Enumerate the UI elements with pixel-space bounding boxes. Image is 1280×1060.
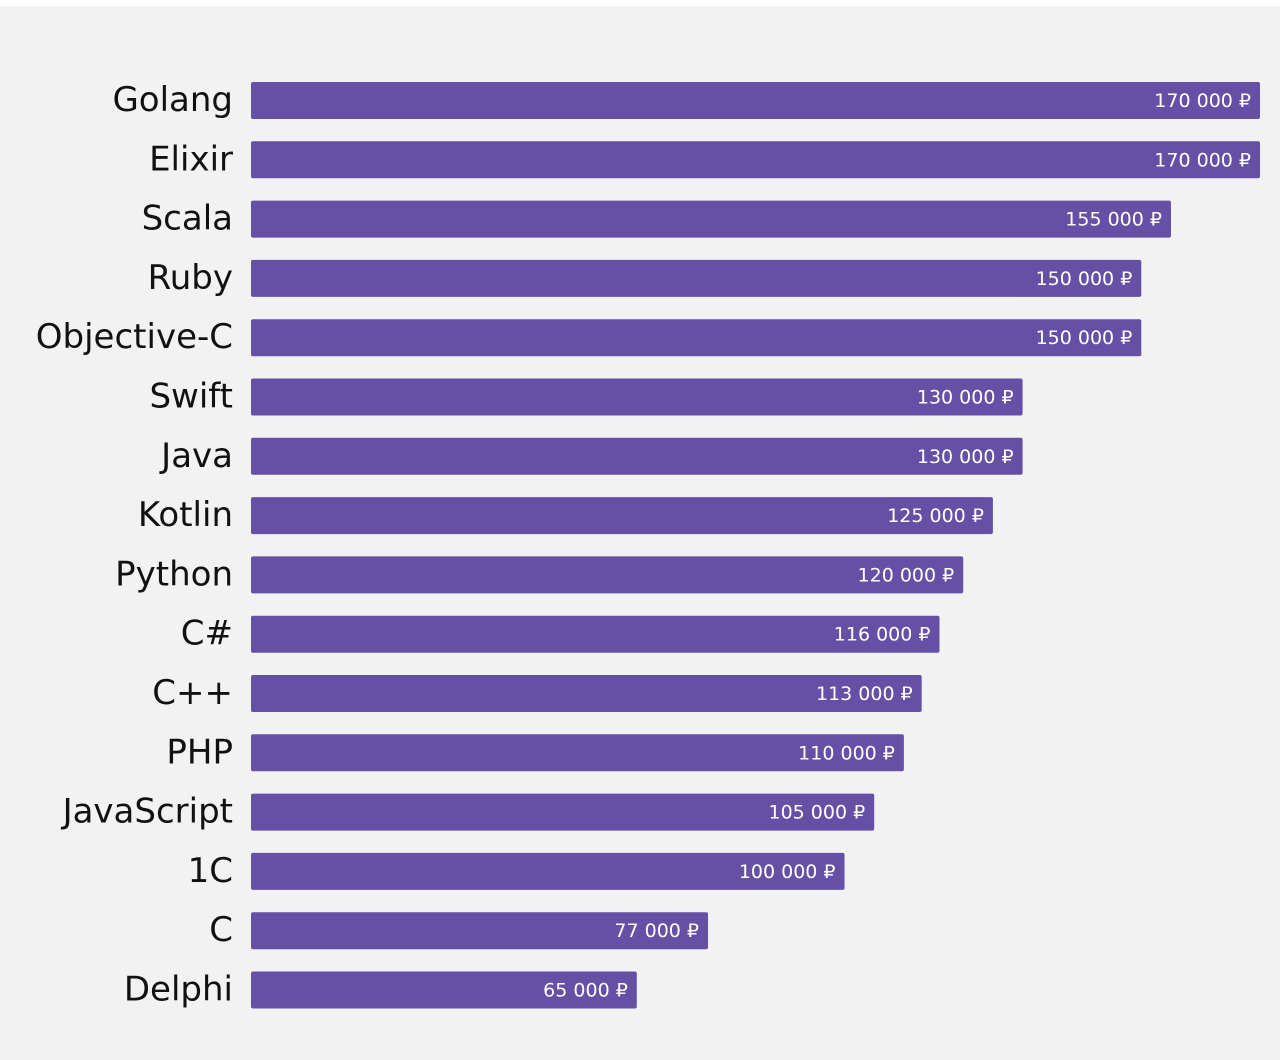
bar	[251, 82, 1260, 119]
bar	[251, 852, 845, 890]
category-label: C#	[181, 614, 233, 654]
chart-canvas: Golang 170 000 ₽ Elixir 170 000 ₽ Scala 155 0…	[0, 6, 1280, 1060]
bar	[251, 734, 904, 772]
data-label: 116 000 ₽	[834, 624, 931, 646]
bar	[251, 675, 922, 712]
bar	[251, 971, 637, 1009]
data-label: 125 000 ₽	[887, 505, 984, 527]
data-label: 65 000 ₽	[543, 980, 628, 1002]
data-label: 77 000 ₽	[614, 920, 699, 942]
category-label: Delphi	[124, 970, 233, 1010]
bar	[251, 793, 875, 831]
bar	[251, 497, 993, 535]
bar	[251, 378, 1023, 416]
category-label: Objective-C	[36, 317, 233, 357]
data-label: 155 000 ₽	[1065, 209, 1162, 231]
category-label: Scala	[142, 199, 233, 239]
bar	[251, 437, 1023, 475]
category-label: JavaScript	[61, 792, 233, 832]
data-label: 120 000 ₽	[858, 564, 955, 586]
bar	[251, 200, 1171, 238]
data-label: 105 000 ₽	[769, 802, 866, 824]
data-label: 170 000 ₽	[1154, 149, 1251, 171]
bar	[251, 615, 940, 653]
category-label: PHP	[166, 732, 233, 772]
data-label: 110 000 ₽	[798, 742, 895, 764]
salary-bar-chart: Golang 170 000 ₽ Elixir 170 000 ₽ Scala 155 0…	[36, 80, 1260, 1010]
data-label: 170 000 ₽	[1154, 90, 1251, 112]
category-label: Ruby	[148, 258, 233, 298]
category-label: Golang	[112, 80, 233, 120]
category-label: C	[209, 910, 233, 950]
bar	[251, 556, 964, 594]
data-label: 130 000 ₽	[917, 446, 1014, 468]
category-label: Java	[159, 436, 233, 476]
category-label: Swift	[149, 377, 233, 417]
category-label: Python	[115, 554, 233, 594]
category-label: 1C	[188, 851, 233, 891]
data-label: 113 000 ₽	[816, 683, 913, 705]
data-label: 130 000 ₽	[917, 387, 1014, 409]
category-label: Elixir	[149, 139, 233, 179]
data-label: 100 000 ₽	[739, 861, 836, 883]
bar	[251, 912, 709, 950]
category-label: Kotlin	[138, 495, 233, 535]
bar	[251, 141, 1260, 179]
category-label: C++	[152, 673, 233, 713]
bar	[251, 259, 1142, 297]
data-label: 150 000 ₽	[1036, 327, 1133, 349]
data-label: 150 000 ₽	[1036, 268, 1133, 290]
bar	[251, 319, 1142, 357]
